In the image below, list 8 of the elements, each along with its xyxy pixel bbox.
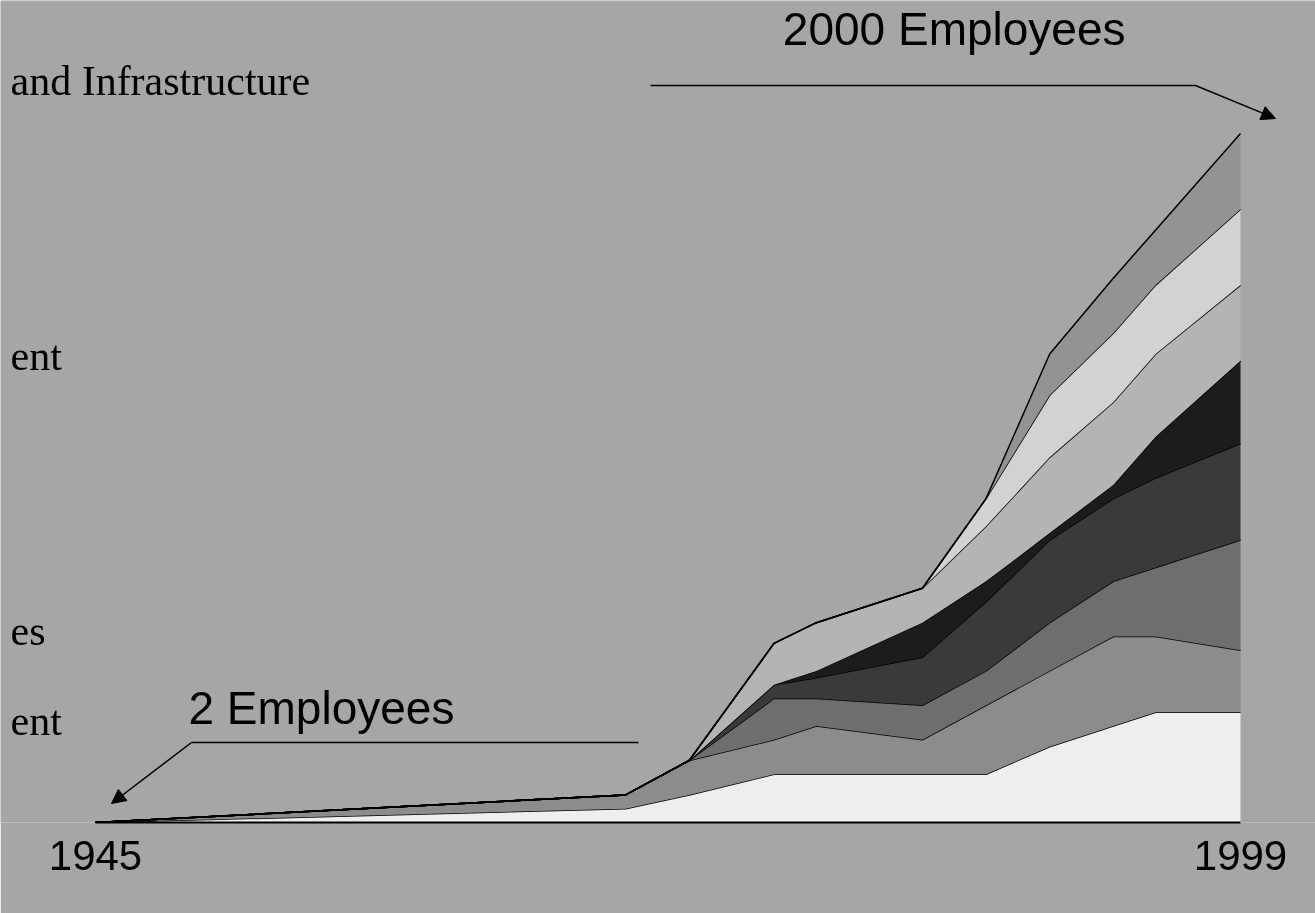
text: 2000 Employees bbox=[782, 2, 1126, 55]
text: and Infrastructure bbox=[10, 57, 311, 104]
x-tick-label: 1945 bbox=[48, 831, 143, 879]
text: es bbox=[10, 607, 46, 654]
text: ent bbox=[10, 332, 63, 379]
text: ent bbox=[10, 697, 63, 744]
annotation: 2 Employees bbox=[188, 681, 455, 734]
x-tick-label: 1999 bbox=[1193, 831, 1288, 879]
